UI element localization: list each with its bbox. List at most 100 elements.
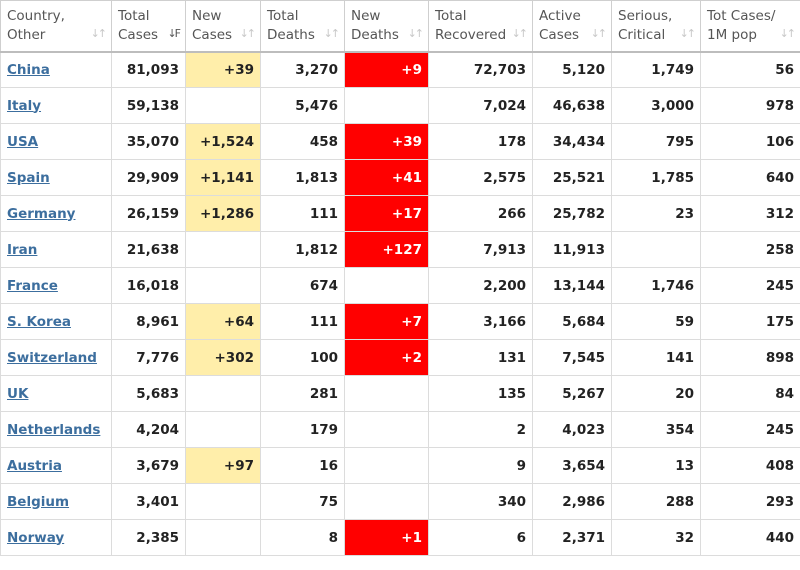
new-deaths-cell bbox=[344, 447, 429, 484]
tot-cases-per-1m-cell: 245 bbox=[700, 411, 800, 448]
country-link[interactable]: Italy bbox=[7, 97, 42, 114]
total-cases-cell: 35,070 bbox=[111, 123, 186, 160]
table-row: Germany 26,159 +1,286 111 +17 266 25,782 23 312 bbox=[0, 195, 800, 232]
active-cases-cell: 46,638 bbox=[532, 87, 612, 124]
header-new-deaths[interactable]: New Deaths ↓↑ bbox=[344, 0, 429, 53]
new-deaths-cell: +2 bbox=[344, 339, 429, 376]
total-recovered-cell: 72,703 bbox=[428, 51, 533, 88]
table-row: Iran 21,638 1,812 +127 7,913 11,913 258 bbox=[0, 231, 800, 268]
new-deaths-cell bbox=[344, 87, 429, 124]
country-link[interactable]: Iran bbox=[7, 241, 38, 258]
country-cell: Spain bbox=[0, 159, 112, 196]
tot-cases-per-1m-cell: 293 bbox=[700, 483, 800, 520]
new-deaths-cell: +39 bbox=[344, 123, 429, 160]
country-cell: Austria bbox=[0, 447, 112, 484]
table-row: S. Korea 8,961 +64 111 +7 3,166 5,684 59 175 bbox=[0, 303, 800, 340]
new-cases-cell: +1,524 bbox=[185, 123, 261, 160]
serious-critical-cell: 795 bbox=[611, 123, 701, 160]
header-active-cases[interactable]: Active Cases ↓↑ bbox=[532, 0, 612, 53]
country-link[interactable]: Norway bbox=[7, 529, 65, 546]
header-new-cases[interactable]: New Cases ↓↑ bbox=[185, 0, 261, 53]
new-deaths-cell bbox=[344, 411, 429, 448]
table-row: Belgium 3,401 75 340 2,986 288 293 bbox=[0, 483, 800, 520]
sort-arrows-icon[interactable]: ↓↑ bbox=[511, 26, 529, 40]
active-cases-cell: 25,782 bbox=[532, 195, 612, 232]
sort-arrows-icon[interactable]: ↓↑ bbox=[239, 26, 257, 40]
tot-cases-per-1m-cell: 258 bbox=[700, 231, 800, 268]
sort-arrows-icon[interactable]: ↓↑ bbox=[590, 26, 608, 40]
tot-cases-per-1m-cell: 440 bbox=[700, 519, 800, 556]
header-total-recovered[interactable]: Total Recovered ↓↑ bbox=[428, 0, 533, 53]
total-cases-cell: 5,683 bbox=[111, 375, 186, 412]
tot-cases-per-1m-cell: 978 bbox=[700, 87, 800, 124]
country-cell: Iran bbox=[0, 231, 112, 268]
country-cell: China bbox=[0, 51, 112, 88]
new-cases-cell bbox=[185, 375, 261, 412]
total-recovered-cell: 2 bbox=[428, 411, 533, 448]
total-deaths-cell: 3,270 bbox=[260, 51, 345, 88]
new-cases-cell bbox=[185, 87, 261, 124]
country-link[interactable]: Spain bbox=[7, 169, 50, 186]
new-deaths-cell: +127 bbox=[344, 231, 429, 268]
header-tot-cases-per-1m[interactable]: Tot Cases/1M pop ↓↑ bbox=[700, 0, 800, 53]
sort-arrows-icon[interactable]: ↓↑ bbox=[679, 26, 697, 40]
sort-arrows-icon[interactable]: ↓↑ bbox=[779, 26, 797, 40]
total-recovered-cell: 9 bbox=[428, 447, 533, 484]
tot-cases-per-1m-cell: 84 bbox=[700, 375, 800, 412]
tot-cases-per-1m-cell: 106 bbox=[700, 123, 800, 160]
country-link[interactable]: Belgium bbox=[7, 493, 70, 510]
table-row: UK 5,683 281 135 5,267 20 84 bbox=[0, 375, 800, 412]
table-header-row: Country, Other ↓↑ Total Cases ↓F New Cases ↓↑ … bbox=[0, 0, 800, 53]
country-link[interactable]: Austria bbox=[7, 457, 62, 474]
country-link[interactable]: China bbox=[7, 61, 50, 78]
tot-cases-per-1m-cell: 898 bbox=[700, 339, 800, 376]
country-link[interactable]: USA bbox=[7, 133, 39, 150]
serious-critical-cell bbox=[611, 231, 701, 268]
total-recovered-cell: 135 bbox=[428, 375, 533, 412]
serious-critical-cell: 141 bbox=[611, 339, 701, 376]
new-cases-cell bbox=[185, 483, 261, 520]
tot-cases-per-1m-cell: 245 bbox=[700, 267, 800, 304]
table-row: Austria 3,679 +97 16 9 3,654 13 408 bbox=[0, 447, 800, 484]
sort-arrows-icon[interactable]: ↓↑ bbox=[407, 26, 425, 40]
active-cases-cell: 2,371 bbox=[532, 519, 612, 556]
total-cases-cell: 3,401 bbox=[111, 483, 186, 520]
sort-descending-icon[interactable]: ↓F bbox=[167, 26, 180, 40]
header-total-cases[interactable]: Total Cases ↓F bbox=[111, 0, 186, 53]
new-cases-cell: +302 bbox=[185, 339, 261, 376]
new-cases-cell bbox=[185, 267, 261, 304]
country-link[interactable]: Switzerland bbox=[7, 349, 97, 366]
tot-cases-per-1m-cell: 640 bbox=[700, 159, 800, 196]
header-total-deaths[interactable]: Total Deaths ↓↑ bbox=[260, 0, 345, 53]
country-link[interactable]: France bbox=[7, 277, 58, 294]
total-recovered-cell: 6 bbox=[428, 519, 533, 556]
new-cases-cell: +1,286 bbox=[185, 195, 261, 232]
new-cases-cell: +97 bbox=[185, 447, 261, 484]
table-row: Norway 2,385 8 +1 6 2,371 32 440 bbox=[0, 519, 800, 556]
country-cell: S. Korea bbox=[0, 303, 112, 340]
country-cell: Switzerland bbox=[0, 339, 112, 376]
total-deaths-cell: 111 bbox=[260, 303, 345, 340]
country-cell: Germany bbox=[0, 195, 112, 232]
sort-arrows-icon[interactable]: ↓↑ bbox=[323, 26, 341, 40]
header-country[interactable]: Country, Other ↓↑ bbox=[0, 0, 112, 53]
country-link[interactable]: Germany bbox=[7, 205, 76, 222]
total-cases-cell: 21,638 bbox=[111, 231, 186, 268]
sort-arrows-icon[interactable]: ↓↑ bbox=[90, 26, 108, 40]
new-cases-cell bbox=[185, 231, 261, 268]
country-cell: France bbox=[0, 267, 112, 304]
country-cell: Belgium bbox=[0, 483, 112, 520]
new-deaths-cell bbox=[344, 483, 429, 520]
active-cases-cell: 11,913 bbox=[532, 231, 612, 268]
country-link[interactable]: Netherlands bbox=[7, 421, 101, 438]
active-cases-cell: 5,684 bbox=[532, 303, 612, 340]
total-deaths-cell: 8 bbox=[260, 519, 345, 556]
total-cases-cell: 16,018 bbox=[111, 267, 186, 304]
table-row: China 81,093 +39 3,270 +9 72,703 5,120 1,749 56 bbox=[0, 51, 800, 88]
country-link[interactable]: UK bbox=[7, 385, 29, 402]
country-link[interactable]: S. Korea bbox=[7, 313, 71, 330]
total-cases-cell: 7,776 bbox=[111, 339, 186, 376]
active-cases-cell: 5,267 bbox=[532, 375, 612, 412]
header-serious-critical[interactable]: Serious, Critical ↓↑ bbox=[611, 0, 701, 53]
new-deaths-cell: +7 bbox=[344, 303, 429, 340]
